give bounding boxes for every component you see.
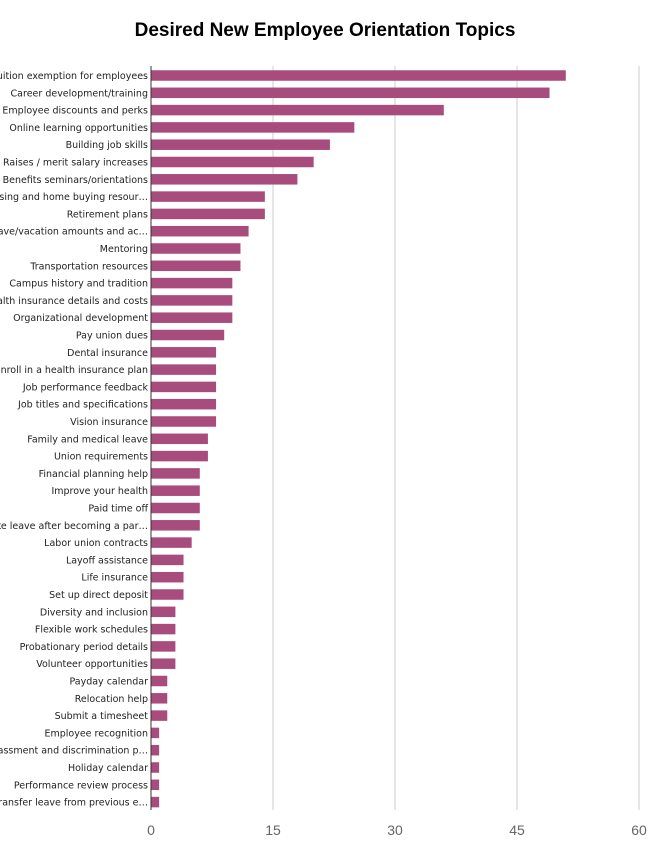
bars — [151, 70, 566, 808]
bar — [151, 502, 200, 514]
category-label: Online learning opportunities — [9, 123, 148, 134]
category-label: Volunteer opportunities — [36, 659, 148, 670]
bar — [151, 468, 200, 479]
bar — [151, 606, 176, 618]
bar — [151, 364, 217, 375]
category-label: Union requirements — [54, 452, 148, 463]
category-label: Employee recognition — [44, 728, 148, 739]
category-label: Retirement plans — [67, 209, 148, 220]
bar — [151, 571, 184, 583]
category-label: Diversity and inclusion — [40, 607, 148, 618]
category-label: Health insurance details and costs — [0, 296, 148, 307]
bar — [151, 87, 550, 99]
category-label: Enroll in a health insurance plan — [0, 365, 148, 376]
category-label: Job titles and specifications — [17, 400, 148, 411]
category-label: Raises / merit salary increases — [3, 158, 148, 169]
bar — [151, 641, 176, 652]
bar — [151, 398, 217, 410]
bar — [151, 312, 233, 323]
category-label: Performance review process — [14, 780, 148, 791]
tick-labels: 0 15 30 45 60 — [147, 822, 647, 838]
bar — [151, 796, 160, 808]
bar — [151, 191, 265, 202]
category-label: Career development/training — [11, 88, 148, 99]
category-label: Housing and home buying resour… — [0, 192, 148, 203]
category-label: Leave/vacation amounts and ac… — [0, 227, 148, 238]
x-tick-label: 0 — [147, 822, 155, 838]
category-label: Vision insurance — [70, 417, 148, 428]
bar — [151, 537, 192, 548]
category-label: Employee discounts and perks — [2, 106, 148, 117]
category-label: Take leave after becoming a par… — [0, 521, 148, 532]
bar — [151, 260, 241, 272]
category-label: Transportation resources — [29, 261, 148, 272]
category-label: Flexible work schedules — [35, 625, 148, 636]
bar — [151, 208, 265, 220]
bar — [151, 329, 225, 341]
category-label: Harassment and discrimination p… — [0, 746, 148, 757]
category-label: Pay union dues — [76, 331, 148, 342]
bar — [151, 381, 217, 393]
bar — [151, 174, 298, 185]
bar — [151, 243, 241, 254]
category-label: Submit a timesheet — [55, 711, 149, 722]
category-label: Organizational development — [13, 313, 148, 324]
bar — [151, 675, 168, 687]
x-tick-label: 15 — [265, 822, 281, 838]
category-label: Set up direct deposit — [49, 590, 148, 601]
bar — [151, 277, 233, 289]
category-label: Payday calendar — [69, 677, 148, 688]
bar — [151, 727, 160, 739]
chart-title: Desired New Employee Orientation Topics — [134, 20, 516, 41]
category-label: Paid time off — [88, 504, 148, 515]
bar — [151, 122, 355, 133]
category-label: Building job skills — [66, 140, 148, 151]
bar — [151, 139, 330, 150]
category-label: Transfer leave from previous e… — [0, 798, 148, 809]
category-label: Holiday calendar — [68, 763, 148, 774]
x-tick-label: 45 — [509, 822, 525, 838]
gridlines — [272, 66, 640, 810]
category-label: Mentoring — [100, 244, 148, 255]
category-label: Dental insurance — [67, 348, 148, 359]
category-label: Family and medical leave — [27, 434, 148, 445]
bar — [151, 623, 176, 635]
bar — [151, 744, 160, 756]
bar — [151, 554, 184, 566]
bar — [151, 295, 233, 306]
bar — [151, 225, 249, 237]
category-label: Improve your health — [51, 486, 148, 497]
bar — [151, 104, 444, 116]
bar — [151, 433, 208, 445]
x-tick-label: 60 — [631, 822, 647, 838]
category-label: Financial planning help — [39, 469, 148, 480]
bar — [151, 693, 168, 704]
x-tick-label: 30 — [387, 822, 403, 838]
bar — [151, 762, 160, 773]
bar — [151, 70, 566, 81]
category-label: Benefits seminars/orientations — [3, 175, 148, 186]
category-label: Job performance feedback — [22, 382, 149, 393]
bar — [151, 416, 217, 427]
category-label: Probationary period details — [20, 642, 148, 653]
category-label: Relocation help — [75, 694, 148, 705]
category-label: Labor union contracts — [44, 538, 148, 549]
bar — [151, 450, 208, 462]
category-label: Life insurance — [81, 573, 148, 584]
bar — [151, 520, 200, 531]
category-label: Layoff assistance — [66, 555, 148, 566]
category-label: Tuition exemption for employees — [0, 71, 148, 82]
category-label: Campus history and tradition — [9, 279, 148, 290]
bar — [151, 485, 200, 496]
bar — [151, 658, 176, 669]
bar — [151, 347, 217, 358]
bar — [151, 779, 160, 791]
bar — [151, 589, 184, 600]
bar — [151, 156, 314, 168]
bar — [151, 710, 168, 721]
category-labels: Tuition exemption for employees Career de… — [0, 71, 148, 809]
